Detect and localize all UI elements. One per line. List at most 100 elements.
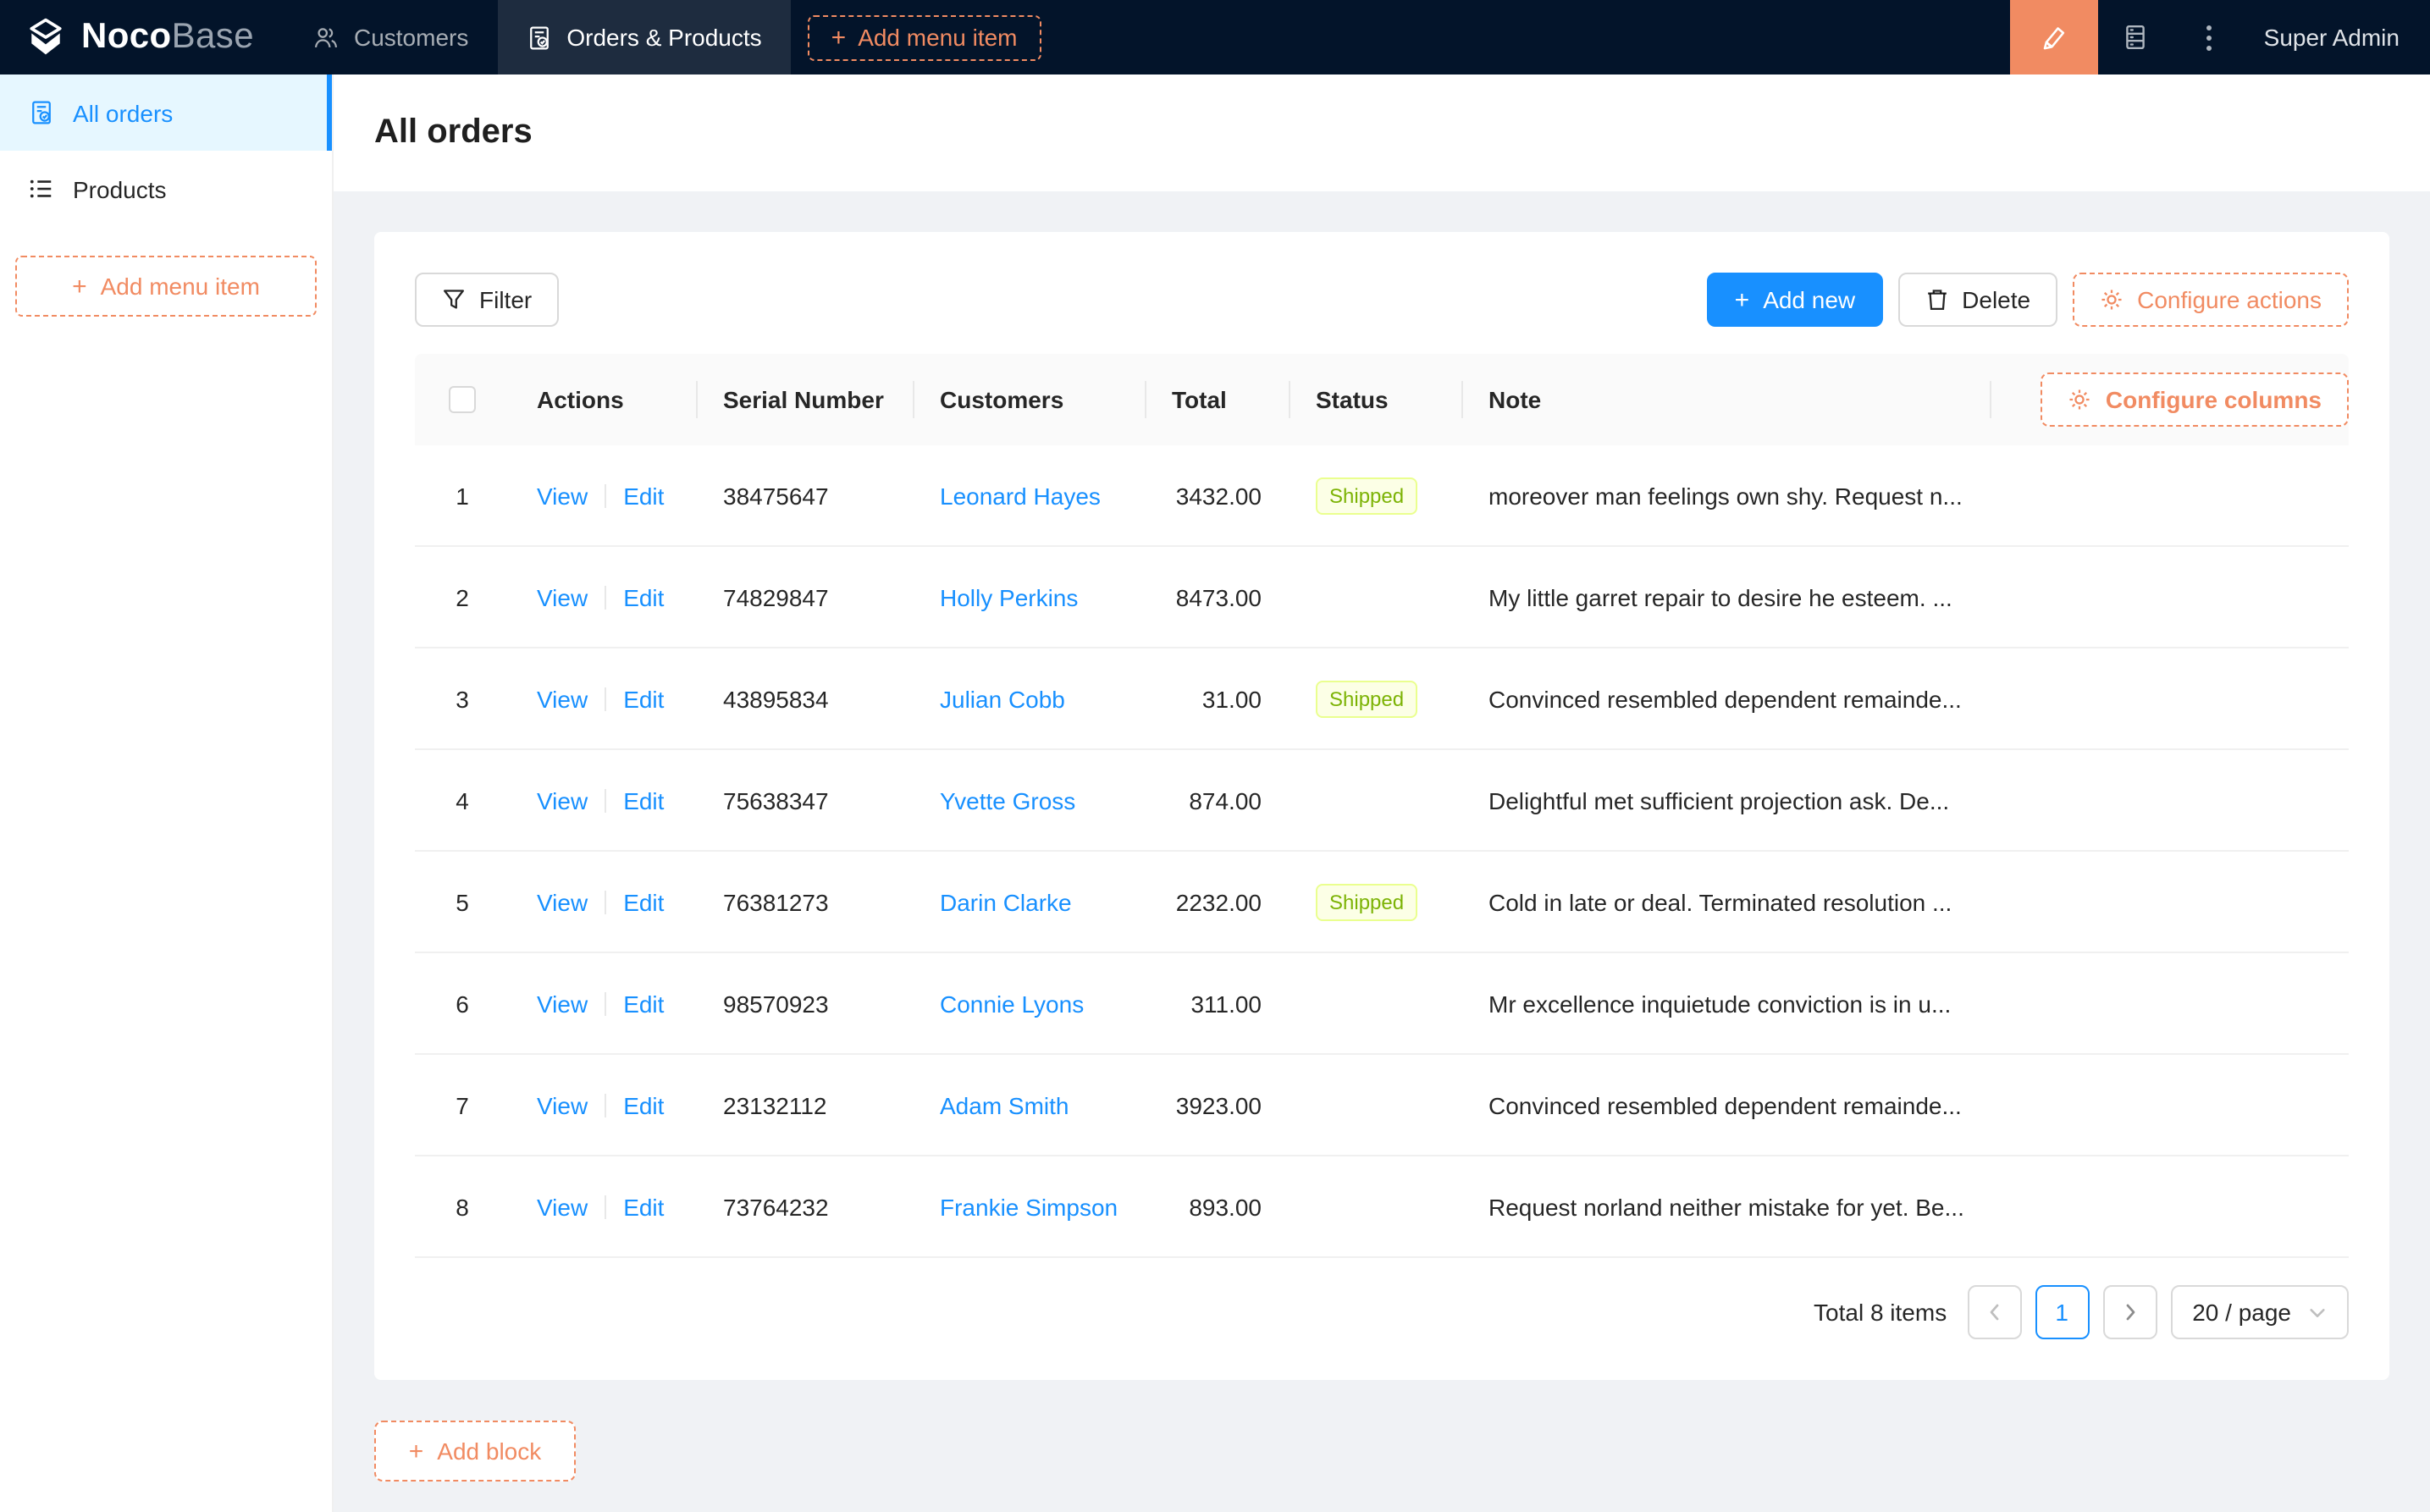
app-logo[interactable]: NocoBase bbox=[0, 0, 284, 74]
row-actions-cell: View Edit bbox=[510, 786, 696, 814]
view-link[interactable]: View bbox=[537, 583, 588, 610]
sidebar-item-all-orders[interactable]: All orders bbox=[0, 74, 332, 151]
content-area: Filter + Add new bbox=[334, 191, 2430, 1512]
plus-icon: + bbox=[1734, 285, 1750, 314]
nav-add-menu-item-button[interactable]: + Add menu item bbox=[807, 14, 1041, 60]
view-link[interactable]: View bbox=[537, 482, 588, 509]
table-row: 1 View Edit 38475647 Leonard Hayes 3432.… bbox=[415, 445, 2349, 547]
note-cell: Convinced resembled dependent remainde..… bbox=[1488, 685, 1962, 712]
table-row: 8 View Edit 73764232 Frankie Simpson 893… bbox=[415, 1156, 2349, 1258]
add-new-button[interactable]: + Add new bbox=[1707, 273, 1883, 327]
highlighter-icon bbox=[2044, 26, 2065, 49]
edit-link[interactable]: Edit bbox=[623, 685, 665, 712]
delete-button[interactable]: Delete bbox=[1897, 273, 2058, 327]
trash-icon bbox=[1927, 290, 1947, 310]
view-link[interactable]: View bbox=[537, 685, 588, 712]
note-cell: My little garret repair to desire he est… bbox=[1488, 583, 1952, 610]
configure-actions-button[interactable]: Configure actions bbox=[2073, 273, 2349, 327]
view-link[interactable]: View bbox=[537, 1193, 588, 1220]
table-toolbar: Filter + Add new bbox=[415, 273, 2349, 327]
edit-link[interactable]: Edit bbox=[623, 482, 665, 509]
actions-divider bbox=[605, 687, 607, 710]
edit-link[interactable]: Edit bbox=[623, 888, 665, 915]
edit-link[interactable]: Edit bbox=[623, 1193, 665, 1220]
configure-columns-cell: Configure columns bbox=[1990, 372, 2349, 427]
user-menu[interactable]: Super Admin bbox=[2247, 0, 2430, 74]
pagination-next-button[interactable] bbox=[2102, 1285, 2157, 1339]
customer-link[interactable]: Connie Lyons bbox=[940, 990, 1085, 1017]
sidebar-item-products[interactable]: Products bbox=[0, 151, 332, 227]
orders-table: Actions Serial Number Customers Total St… bbox=[415, 354, 2349, 1258]
plus-icon: + bbox=[72, 272, 87, 301]
view-link[interactable]: View bbox=[537, 786, 588, 814]
page-size-select[interactable]: 20 / page bbox=[2170, 1285, 2349, 1339]
ui-editor-toggle-button[interactable] bbox=[2009, 0, 2098, 74]
more-menu-button[interactable] bbox=[2173, 0, 2247, 74]
customer-link[interactable]: Adam Smith bbox=[940, 1091, 1069, 1118]
serial-number-cell: 76381273 bbox=[723, 888, 829, 915]
row-actions-cell: View Edit bbox=[510, 888, 696, 915]
customer-link[interactable]: Frankie Simpson bbox=[940, 1193, 1118, 1220]
chevron-left-icon bbox=[1989, 1304, 1998, 1321]
plugin-manager-button[interactable] bbox=[2098, 0, 2173, 74]
table-row: 7 View Edit 23132112 Adam Smith 3923.00 … bbox=[415, 1055, 2349, 1156]
serial-number-cell: 38475647 bbox=[723, 482, 829, 509]
total-cell: 874.00 bbox=[1189, 786, 1262, 814]
filter-button-label: Filter bbox=[479, 286, 533, 313]
column-header-actions: Actions bbox=[537, 386, 624, 413]
nocobase-logo-icon bbox=[30, 18, 62, 55]
note-cell: Convinced resembled dependent remainde..… bbox=[1488, 1091, 1962, 1118]
actions-divider bbox=[605, 788, 607, 812]
serial-number-cell: 23132112 bbox=[723, 1091, 827, 1118]
list-icon bbox=[30, 179, 52, 198]
view-link[interactable]: View bbox=[537, 1091, 588, 1118]
sidebar: All orders Products + Add menu item bbox=[0, 74, 334, 1512]
customer-link[interactable]: Darin Clarke bbox=[940, 888, 1072, 915]
gear-icon bbox=[2070, 389, 2090, 410]
nav-tab-orders-products[interactable]: Orders & Products bbox=[497, 0, 791, 74]
customer-link[interactable]: Holly Perkins bbox=[940, 583, 1079, 610]
edit-link[interactable]: Edit bbox=[623, 583, 665, 610]
serial-number-cell: 74829847 bbox=[723, 583, 829, 610]
edit-link[interactable]: Edit bbox=[623, 1091, 665, 1118]
row-index: 4 bbox=[456, 786, 469, 814]
page-header: All orders bbox=[334, 74, 2430, 191]
nav-spacer bbox=[1041, 0, 2010, 74]
customers-icon bbox=[314, 27, 338, 47]
pagination-page-1[interactable]: 1 bbox=[2035, 1285, 2090, 1339]
add-block-button[interactable]: + Add block bbox=[374, 1421, 576, 1482]
note-cell: moreover man feelings own shy. Request n… bbox=[1488, 482, 1963, 509]
row-index: 3 bbox=[456, 685, 469, 712]
row-index: 7 bbox=[456, 1091, 469, 1118]
filter-button[interactable]: Filter bbox=[415, 273, 560, 327]
customer-link[interactable]: Yvette Gross bbox=[940, 786, 1076, 814]
sidebar-item-label: All orders bbox=[73, 99, 174, 126]
chevron-right-icon bbox=[2125, 1304, 2135, 1321]
table-body: 1 View Edit 38475647 Leonard Hayes 3432.… bbox=[415, 445, 2349, 1258]
view-link[interactable]: View bbox=[537, 990, 588, 1017]
note-cell: Mr excellence inquietude conviction is i… bbox=[1488, 990, 1952, 1017]
logo-text-bold: Noco bbox=[81, 17, 172, 56]
sidebar-add-menu-item-button[interactable]: + Add menu item bbox=[15, 256, 317, 317]
select-all-checkbox[interactable] bbox=[449, 386, 476, 413]
pagination-prev-button[interactable] bbox=[1967, 1285, 2022, 1339]
serial-number-cell: 73764232 bbox=[723, 1193, 829, 1220]
nav-tab-customers[interactable]: Customers bbox=[284, 0, 497, 74]
pagination: Total 8 items 1 bbox=[415, 1285, 2349, 1339]
table-row: 2 View Edit 74829847 Holly Perkins 8473.… bbox=[415, 547, 2349, 648]
edit-link[interactable]: Edit bbox=[623, 786, 665, 814]
page-size-value: 20 / page bbox=[2192, 1299, 2291, 1326]
row-index: 2 bbox=[456, 583, 469, 610]
logo-text-light: Base bbox=[171, 17, 254, 56]
main-area: All orders Filter + bbox=[334, 74, 2430, 1512]
actions-divider bbox=[605, 991, 607, 1015]
view-link[interactable]: View bbox=[537, 888, 588, 915]
orders-icon bbox=[529, 25, 549, 49]
total-cell: 311.00 bbox=[1190, 990, 1262, 1017]
edit-link[interactable]: Edit bbox=[623, 990, 665, 1017]
customer-link[interactable]: Julian Cobb bbox=[940, 685, 1065, 712]
note-cell: Delightful met sufficient projection ask… bbox=[1488, 786, 1950, 814]
top-navbar: NocoBase Customers Orders & Products + A… bbox=[0, 0, 2430, 74]
configure-columns-button[interactable]: Configure columns bbox=[2041, 372, 2349, 427]
customer-link[interactable]: Leonard Hayes bbox=[940, 482, 1101, 509]
